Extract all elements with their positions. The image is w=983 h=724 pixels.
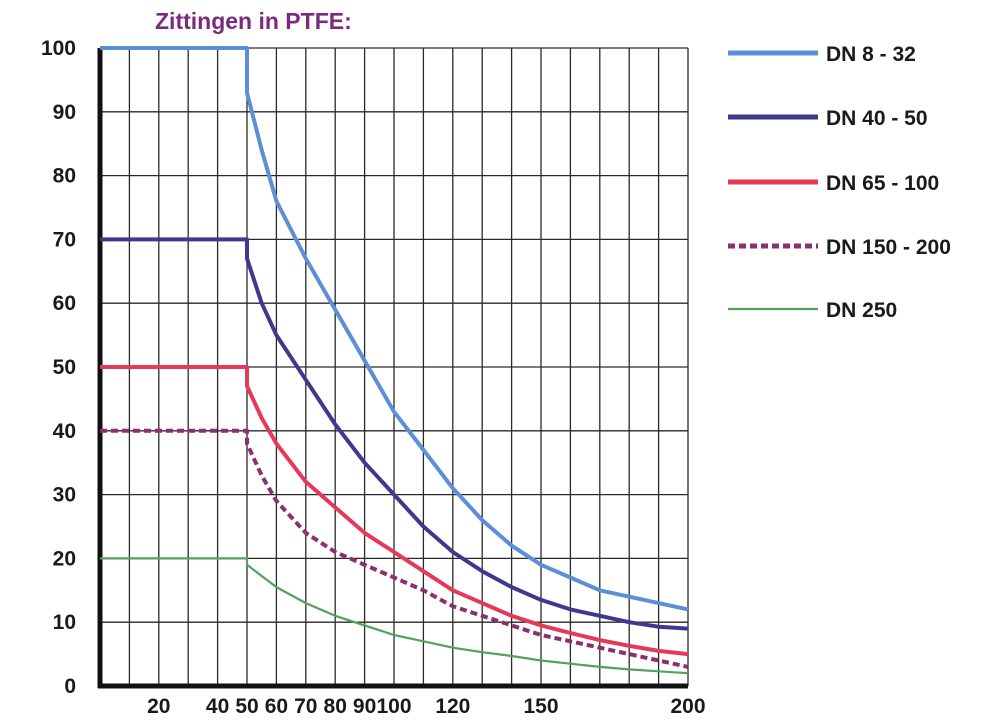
x-tick-label: 60 [265,695,288,718]
series-line-4 [100,428,689,669]
series-line-5 [100,557,689,675]
series-line-1 [100,46,689,612]
x-tick-label: 20 [147,695,170,718]
series-line-3 [100,365,689,657]
y-tick-label: 10 [53,611,76,634]
y-tick-label: 100 [41,37,76,60]
x-tick-label: 70 [294,695,317,718]
legend: DN 8 - 32 DN 40 - 50 DN 65 - 100 DN 150 - 2… [728,43,951,322]
y-tick-label: 70 [53,228,76,251]
legend-label: DN 250 [826,299,897,322]
legend-label: DN 40 - 50 [826,107,928,130]
x-tick-label: 50 [235,695,258,718]
x-tick-label: 80 [324,695,347,718]
chart-title: Zittingen in PTFE: [155,8,352,34]
x-tick-label: 90 [353,695,376,718]
x-tick-label: 120 [435,695,470,718]
y-axis-tick-labels: 0 10 20 30 40 50 60 70 80 90 100 [41,37,76,698]
x-tick-label: 40 [206,695,229,718]
grid [100,47,689,686]
legend-label: DN 150 - 200 [826,236,951,259]
y-tick-label: 0 [64,675,76,698]
x-tick-label: 150 [523,695,558,718]
series-lines [100,46,689,675]
y-tick-label: 80 [53,165,76,188]
series-line-2 [100,237,689,631]
y-tick-label: 90 [53,101,76,124]
y-tick-label: 20 [53,547,76,570]
legend-label: DN 65 - 100 [826,172,939,195]
x-tick-label: 200 [670,695,705,718]
y-tick-label: 50 [53,356,76,379]
legend-label: DN 8 - 32 [826,43,916,66]
y-tick-label: 30 [53,484,76,507]
y-tick-label: 60 [53,292,76,315]
x-tick-label: 100 [376,695,411,718]
x-axis-tick-labels: 20 40 50 60 70 80 90 100 120 150 200 [147,695,705,718]
y-tick-label: 40 [53,420,76,443]
